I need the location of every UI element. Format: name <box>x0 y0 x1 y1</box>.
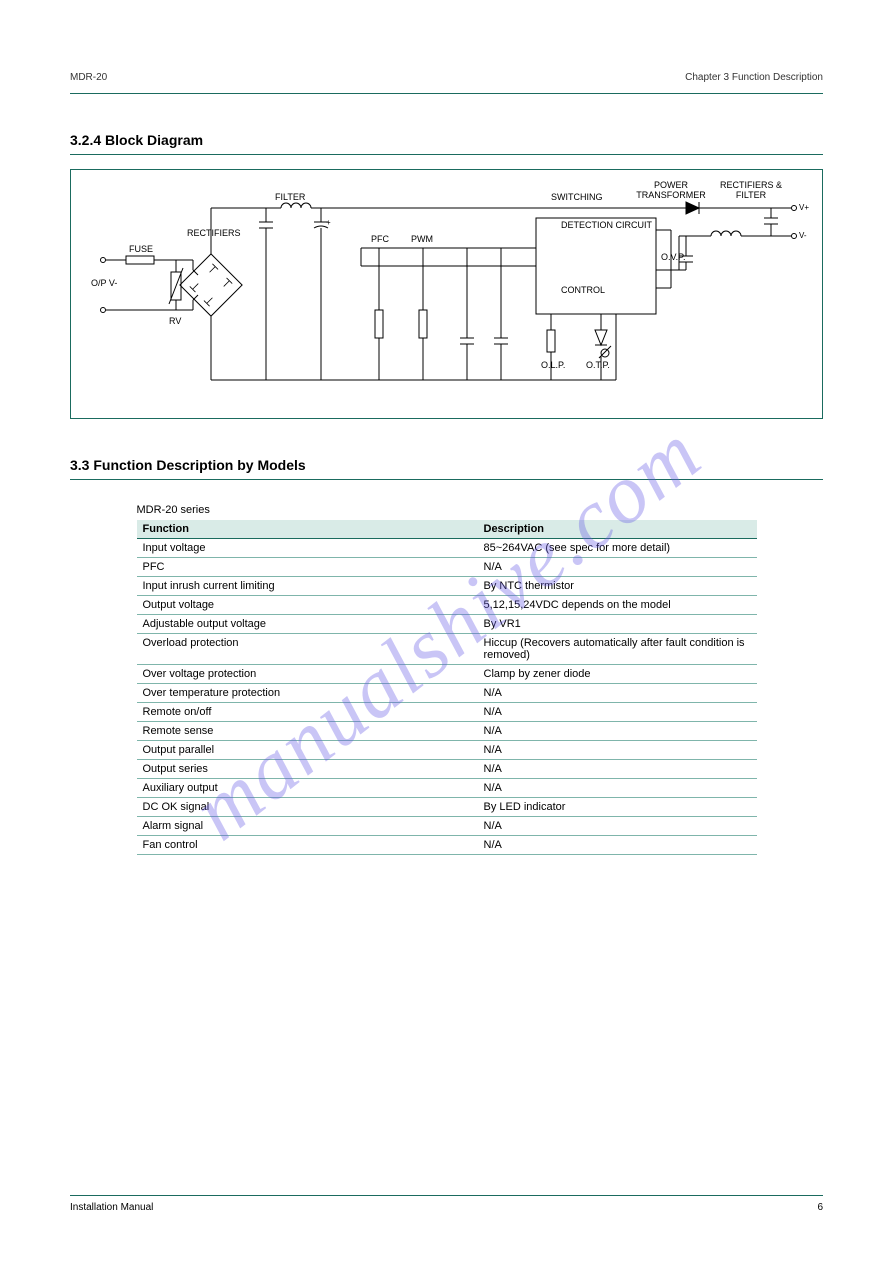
cell-function: Remote sense <box>137 722 478 741</box>
cell-description: By NTC thermistor <box>478 577 757 596</box>
cell-description: By VR1 <box>478 615 757 634</box>
table-row: Output seriesN/A <box>137 760 757 779</box>
block-diagram-rule <box>70 154 823 155</box>
cell-function: Output series <box>137 760 478 779</box>
footer-left: Installation Manual <box>70 1202 153 1213</box>
label-control: CONTROL <box>561 285 605 295</box>
table-row: DC OK signalBy LED indicator <box>137 798 757 817</box>
cell-description: Hiccup (Recovers automatically after fau… <box>478 634 757 665</box>
table-row: PFCN/A <box>137 558 757 577</box>
cell-function: Remote on/off <box>137 703 478 722</box>
table-row: Over voltage protectionClamp by zener di… <box>137 665 757 684</box>
table-row: Adjustable output voltageBy VR1 <box>137 615 757 634</box>
spec-title: 3.3 Function Description by Models <box>70 457 823 473</box>
table-row: Fan controlN/A <box>137 836 757 855</box>
cell-function: DC OK signal <box>137 798 478 817</box>
label-pwm: PWM <box>411 234 433 244</box>
label-switching: SWITCHING <box>551 192 603 202</box>
cell-function: Alarm signal <box>137 817 478 836</box>
cell-function: Over temperature protection <box>137 684 478 703</box>
col-description: Description <box>478 520 757 539</box>
page-footer: Installation Manual 6 <box>70 1195 823 1213</box>
cell-function: Output voltage <box>137 596 478 615</box>
cell-description: N/A <box>478 836 757 855</box>
label-ovp: O.V.P. <box>661 252 686 262</box>
table-caption: MDR-20 series <box>137 504 757 520</box>
cell-function: Overload protection <box>137 634 478 665</box>
label-pfc: PFC <box>371 234 389 244</box>
table-header-row: Function Description <box>137 520 757 539</box>
cell-description: N/A <box>478 741 757 760</box>
table-row: Input voltage85~264VAC (see spec for mor… <box>137 539 757 558</box>
label-detect: DETECTION CIRCUIT <box>561 220 652 230</box>
label-rectfilt: RECTIFIERS & FILTER <box>711 180 791 200</box>
table-row: Alarm signalN/A <box>137 817 757 836</box>
page-content: MDR-20 Chapter 3 Function Description 3.… <box>0 0 893 895</box>
label-otp: O.T.P. <box>586 360 610 370</box>
cell-description: 85~264VAC (see spec for more detail) <box>478 539 757 558</box>
table-row: Over temperature protectionN/A <box>137 684 757 703</box>
cell-function: Input inrush current limiting <box>137 577 478 596</box>
cell-description: By LED indicator <box>478 798 757 817</box>
label-olp: O.L.P. <box>541 360 565 370</box>
cell-description: 5,12,15,24VDC depends on the model <box>478 596 757 615</box>
cell-function: Auxiliary output <box>137 779 478 798</box>
header-rule <box>70 93 823 94</box>
cell-description: N/A <box>478 684 757 703</box>
cell-function: Adjustable output voltage <box>137 615 478 634</box>
spec-rule <box>70 479 823 480</box>
cell-description: N/A <box>478 703 757 722</box>
label-rv: RV <box>169 316 181 326</box>
col-function: Function <box>137 520 478 539</box>
cell-description: N/A <box>478 558 757 577</box>
footer-right: 6 <box>817 1202 823 1213</box>
header-left: MDR-20 <box>70 72 107 83</box>
cell-function: Input voltage <box>137 539 478 558</box>
cell-description: N/A <box>478 722 757 741</box>
label-fuse: FUSE <box>129 244 153 254</box>
cell-function: PFC <box>137 558 478 577</box>
table-row: Remote on/offN/A <box>137 703 757 722</box>
table-row: Auxiliary outputN/A <box>137 779 757 798</box>
label-filter: FILTER <box>275 192 305 202</box>
page-header: MDR-20 Chapter 3 Function Description <box>70 72 823 83</box>
block-diagram-title: 3.2.4 Block Diagram <box>70 132 823 148</box>
table-row: Overload protectionHiccup (Recovers auto… <box>137 634 757 665</box>
cell-function: Output parallel <box>137 741 478 760</box>
cell-description: N/A <box>478 760 757 779</box>
label-xfmr: POWER TRANSFORMER <box>631 180 711 200</box>
cell-description: N/A <box>478 779 757 798</box>
cell-description: Clamp by zener diode <box>478 665 757 684</box>
table-row: Input inrush current limitingBy NTC ther… <box>137 577 757 596</box>
table-row: Remote senseN/A <box>137 722 757 741</box>
cell-function: Over voltage protection <box>137 665 478 684</box>
spec-table: MDR-20 series Function Description Input… <box>137 504 757 855</box>
label-ip: O/P V- <box>91 278 117 288</box>
label-rect: RECTIFIERS <box>187 228 241 238</box>
table-row: Output parallelN/A <box>137 741 757 760</box>
block-diagram: O/P V- FUSE RV RECTIFIERS FILTER + PFC P… <box>70 169 823 419</box>
table-row: Output voltage5,12,15,24VDC depends on t… <box>137 596 757 615</box>
footer-rule <box>70 1195 823 1196</box>
header-right: Chapter 3 Function Description <box>685 72 823 83</box>
cell-description: N/A <box>478 817 757 836</box>
cell-function: Fan control <box>137 836 478 855</box>
